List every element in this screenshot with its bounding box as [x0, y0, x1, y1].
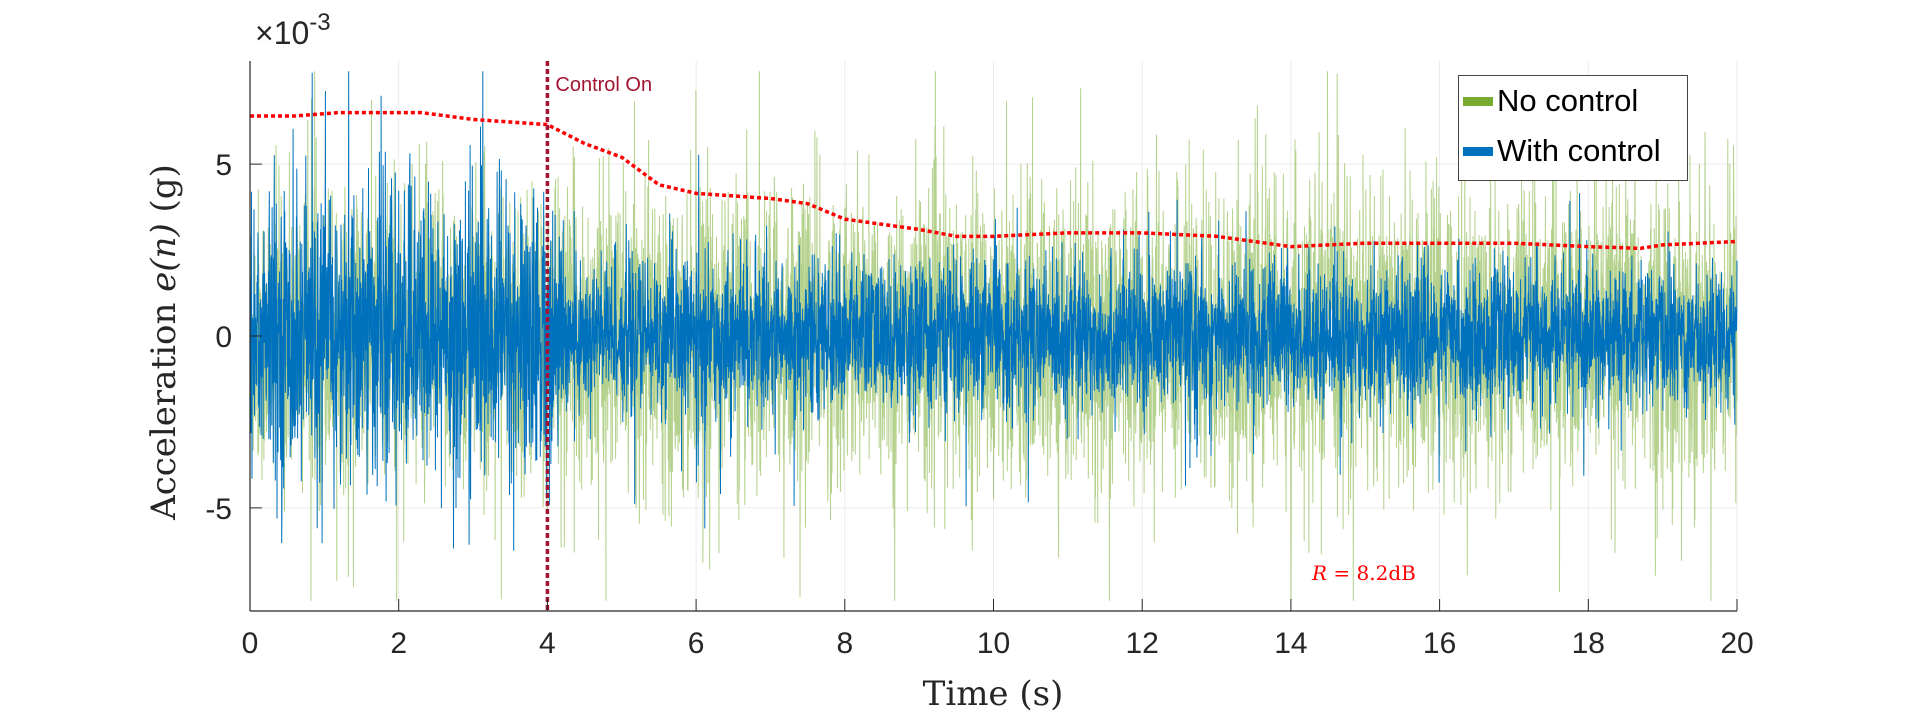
- y-tick-label: -5: [205, 493, 232, 526]
- x-tick-label: 20: [1720, 627, 1753, 660]
- envelope-line: [250, 110, 1738, 251]
- x-tick-label: 16: [1423, 627, 1456, 660]
- x-tick-label: 18: [1572, 627, 1605, 660]
- series-with-control: [249, 71, 1738, 551]
- reduction-annotation: R = 8.2dB: [1311, 561, 1416, 585]
- legend-item-no-control[interactable]: No control: [1459, 76, 1687, 126]
- legend-item-with-control[interactable]: With control: [1459, 126, 1687, 176]
- axes: 0 2 4 6 8 10 12 14 16 18 20 -5 0 5: [205, 61, 1754, 660]
- x-tick-label: 4: [539, 627, 556, 660]
- legend-label: No control: [1497, 83, 1639, 118]
- x-tick-label: 10: [977, 627, 1010, 660]
- x-tick-label: 2: [390, 627, 407, 660]
- x-tick-label: 0: [242, 627, 259, 660]
- y-tick-label: 0: [215, 321, 232, 354]
- legend-swatch-blue: [1463, 146, 1493, 156]
- x-tick-label: 8: [836, 627, 853, 660]
- control-on-label: Control On: [555, 74, 652, 96]
- x-tick-label: 14: [1274, 627, 1307, 660]
- y-multiplier: ×10-3: [255, 9, 331, 51]
- y-axis-label: Acceleration e(n) (g): [144, 164, 184, 521]
- x-axis-label: Time (s): [923, 674, 1064, 714]
- legend-swatch-green: [1463, 96, 1493, 106]
- legend-label: With control: [1497, 133, 1661, 168]
- y-tick-label: 5: [215, 149, 232, 182]
- signals: [249, 71, 1738, 601]
- legend: No control With control: [1458, 75, 1688, 181]
- x-tick-label: 6: [688, 627, 705, 660]
- x-tick-label: 12: [1126, 627, 1159, 660]
